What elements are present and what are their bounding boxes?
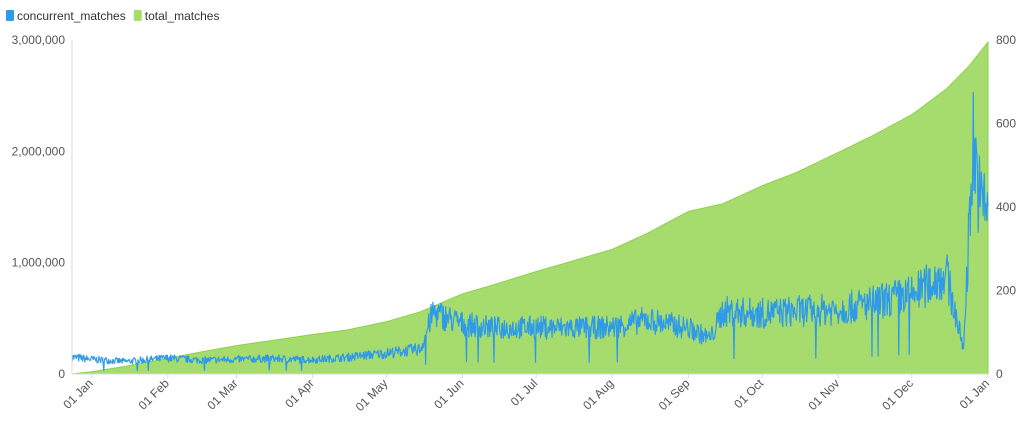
plot-area xyxy=(71,40,989,375)
y-left-tick-label: 0 xyxy=(58,367,65,381)
x-tick-label: 01 Sep xyxy=(656,376,693,413)
total-matches-area xyxy=(71,40,989,375)
x-tick-label: 01 Dec xyxy=(879,376,916,413)
x-tick-label: 01 May xyxy=(353,376,391,414)
legend-label: concurrent_matches xyxy=(17,9,126,23)
x-tick-label: 01 Apr xyxy=(282,376,316,410)
y-right-tick-label: 400 xyxy=(996,200,1016,214)
y-left-tick-label: 3,000,000 xyxy=(12,33,66,47)
x-tick-label: 01 Oct xyxy=(731,376,766,411)
y-left-tick-label: 2,000,000 xyxy=(12,144,66,158)
legend: concurrent_matches total_matches xyxy=(6,9,219,23)
x-tick-label: 01 Aug xyxy=(580,376,616,412)
x-tick-label: 01 Nov xyxy=(806,376,843,413)
y-right-tick-label: 0 xyxy=(996,367,1003,381)
legend-swatch-icon xyxy=(133,10,142,21)
y-right-tick-label: 800 xyxy=(996,33,1016,47)
x-tick-label: 01 Jan xyxy=(957,376,992,411)
concurrent-matches-line xyxy=(71,91,989,372)
x-tick-label: 01 Mar xyxy=(204,376,240,412)
x-tick-label: 01 Feb xyxy=(136,376,173,413)
legend-swatch-icon xyxy=(6,10,14,21)
x-tick-label: 01 Jul xyxy=(508,376,541,409)
y-right-tick-label: 600 xyxy=(996,117,1016,131)
y-left-tick-label: 1,000,000 xyxy=(12,256,66,270)
y-right-tick-label: 200 xyxy=(996,284,1016,298)
x-tick-label: 01 Jan xyxy=(60,376,95,411)
x-tick-label: 01 Jun xyxy=(431,376,466,411)
legend-label: total_matches xyxy=(145,9,220,23)
